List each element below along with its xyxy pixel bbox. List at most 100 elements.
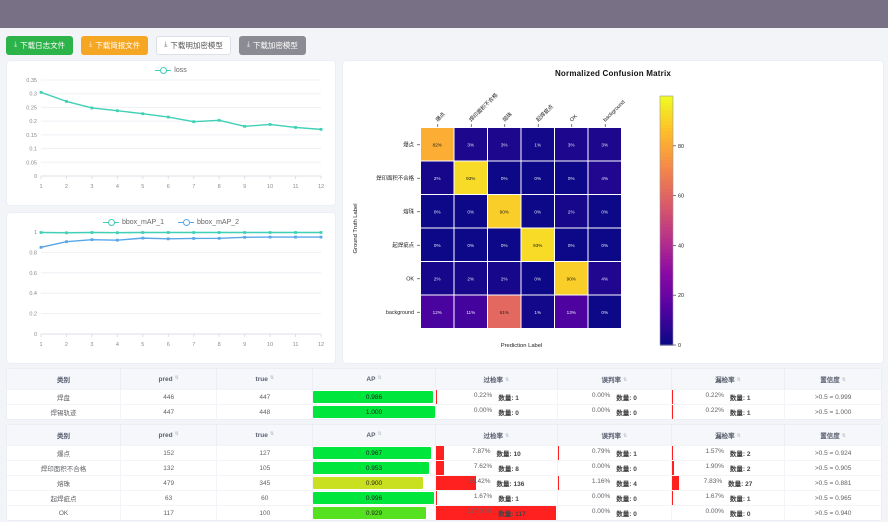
sort-arrows-icon[interactable]: ⇅ [505, 376, 510, 383]
over-cell: 7.62% 数量: 8 [435, 460, 559, 476]
svg-text:12: 12 [318, 184, 324, 190]
column-header-6[interactable]: 漏检率 ⇅ [671, 369, 786, 390]
svg-text:0.8: 0.8 [29, 250, 37, 256]
matrix-cell [555, 128, 588, 161]
ap-bar [313, 477, 423, 489]
svg-text:11: 11 [293, 342, 299, 348]
matrix-cell [588, 295, 621, 328]
sort-arrows-icon[interactable]: ⇅ [269, 431, 275, 438]
true-cell: 345 [216, 475, 314, 491]
rate-count: 数量: 1 [729, 496, 751, 503]
column-header-label: 误判率 [601, 377, 622, 384]
rate-percent: 0.00% [591, 508, 611, 515]
svg-text:熔珠: 熔珠 [403, 207, 414, 215]
sort-arrows-icon[interactable]: ⇅ [736, 376, 741, 383]
pred-cell: 117 [120, 505, 218, 520]
table-row[interactable]: 焊盘 446 447 0.986 0.22% 数量: 1 0.00% 数量: 0 0.22% 数量… [7, 389, 881, 405]
svg-text:90%: 90% [567, 276, 576, 281]
true-cell: 448 [216, 404, 314, 419]
table-row[interactable]: 熔珠 479 345 0.900 39.42% 数量: 136 1.16% 数量: 4 7.83… [7, 475, 881, 491]
sort-arrows-icon[interactable]: ⇅ [377, 375, 382, 382]
column-header-4[interactable]: 过检率 ⇅ [435, 425, 559, 446]
svg-text:起焊疵点: 起焊疵点 [534, 102, 555, 123]
sort-arrows-icon[interactable]: ⇅ [269, 375, 275, 382]
matrix-cell [555, 295, 588, 328]
column-header-4[interactable]: 过检率 ⇅ [435, 369, 559, 390]
ap-cell: 0.967 [312, 445, 436, 461]
column-header-1[interactable]: pred ⇅ [120, 425, 218, 446]
svg-text:11: 11 [293, 184, 299, 190]
svg-text:3: 3 [90, 342, 93, 348]
download-button-0[interactable]: ⤓ 下载日志文件 [6, 35, 74, 55]
download-button-1[interactable]: ⤓ 下载简报文件 [81, 35, 149, 55]
table-row[interactable]: 起焊疵点 63 60 0.996 1.67% 数量: 1 0.00% 数量: 0 1.67% 数量… [7, 490, 881, 506]
column-header-5[interactable]: 误判率 ⇅ [557, 425, 672, 446]
column-header-2[interactable]: true ⇅ [216, 425, 314, 446]
true-cell: 60 [216, 490, 314, 506]
svg-text:爆点: 爆点 [403, 140, 414, 148]
ap-value: 1.000 [365, 408, 383, 416]
class-cell: 起焊疵点 [7, 490, 122, 506]
pred-cell: 132 [120, 460, 218, 476]
sort-arrows-icon[interactable]: ⇅ [377, 431, 382, 438]
sort-arrows-icon[interactable]: ⇅ [174, 431, 179, 438]
column-header-label: 类别 [57, 377, 71, 384]
column-header-7[interactable]: 置信度 ⇅ [784, 369, 881, 390]
column-header-6[interactable]: 漏检率 ⇅ [671, 425, 786, 446]
svg-text:0%: 0% [467, 209, 474, 214]
matrix-cell [454, 295, 487, 328]
ap-bar [313, 507, 427, 519]
rate-count: 数量: 0 [498, 410, 519, 417]
missed-cell: 0.22% 数量: 1 [671, 404, 786, 419]
matrix-cell [521, 128, 554, 161]
sort-arrows-icon[interactable]: ⇅ [623, 432, 628, 439]
sort-arrows-icon[interactable]: ⇅ [841, 432, 846, 439]
svg-text:9: 9 [243, 184, 246, 190]
rate-count: 数量: 1 [498, 395, 519, 402]
svg-text:焊印面积不合格: 焊印面积不合格 [467, 91, 500, 124]
svg-text:0: 0 [678, 343, 681, 349]
table-row[interactable]: 焊锡轨迹 447 448 1.000 0.00% 数量: 0 0.00% 数量: 0 0.22%… [7, 404, 881, 419]
svg-text:4%: 4% [601, 276, 608, 281]
column-header-1[interactable]: pred ⇅ [120, 369, 218, 390]
confidence-cell: >0.5 = 0.881 [784, 475, 881, 491]
matrix-cell [521, 295, 554, 328]
rate-count: 数量: 4 [616, 481, 637, 488]
rate-percent: 7.87% [472, 448, 491, 455]
sort-arrows-icon[interactable]: ⇅ [174, 375, 179, 382]
rate-percent: 0.00% [591, 407, 611, 414]
pred-cell: 152 [120, 445, 218, 461]
svg-text:0%: 0% [534, 276, 541, 281]
confidence-cell: >0.5 = 0.940 [784, 505, 881, 520]
download-button-3[interactable]: ⤓ 下载加密模型 [238, 35, 306, 55]
column-header-label: 过检率 [483, 433, 504, 440]
rate-count: 数量: 8 [498, 466, 519, 473]
table-row[interactable]: 焊印面积不合格 132 105 0.953 7.62% 数量: 8 0.00% 数量: 0 1.… [7, 460, 881, 476]
legend-item[interactable]: bbox_mAP_2 [178, 219, 239, 226]
sort-arrows-icon[interactable]: ⇅ [736, 432, 741, 439]
svg-text:5: 5 [141, 342, 144, 348]
column-header-5[interactable]: 误判率 ⇅ [557, 369, 672, 390]
over-cell: 0.00% 数量: 0 [435, 404, 559, 419]
legend-item[interactable]: bbox_mAP_1 [102, 219, 164, 226]
sort-arrows-icon[interactable]: ⇅ [505, 432, 510, 439]
table-row[interactable]: OK 117 100 0.929 117.00% 数量: 117 0.00% 数量: 0 0.0… [7, 505, 881, 520]
svg-text:7: 7 [192, 184, 195, 190]
column-header-3[interactable]: AP ⇅ [312, 425, 436, 446]
sort-arrows-icon[interactable]: ⇅ [841, 376, 846, 383]
column-header-3[interactable]: AP ⇅ [312, 369, 436, 390]
rate-bar [435, 506, 557, 520]
missed-cell: 7.83% 数量: 27 [671, 475, 786, 491]
sort-arrows-icon[interactable]: ⇅ [623, 376, 628, 383]
table-row[interactable]: 爆点 152 127 0.967 7.87% 数量: 10 0.79% 数量: 1 1.57% 数… [7, 445, 881, 461]
svg-text:0%: 0% [501, 243, 508, 248]
map-legend: bbox_mAP_1 bbox_mAP_2 [7, 213, 335, 226]
column-header-2[interactable]: true ⇅ [216, 369, 314, 390]
rate-count: 数量: 1 [616, 451, 637, 458]
legend-item[interactable]: loss [155, 67, 187, 74]
legend-label: bbox_mAP_1 [121, 219, 164, 226]
column-header-label: 过检率 [483, 377, 504, 384]
download-button-2[interactable]: ⤓ 下载明加密模型 [156, 35, 231, 55]
svg-text:3%: 3% [501, 142, 508, 147]
column-header-7[interactable]: 置信度 ⇅ [784, 425, 881, 446]
